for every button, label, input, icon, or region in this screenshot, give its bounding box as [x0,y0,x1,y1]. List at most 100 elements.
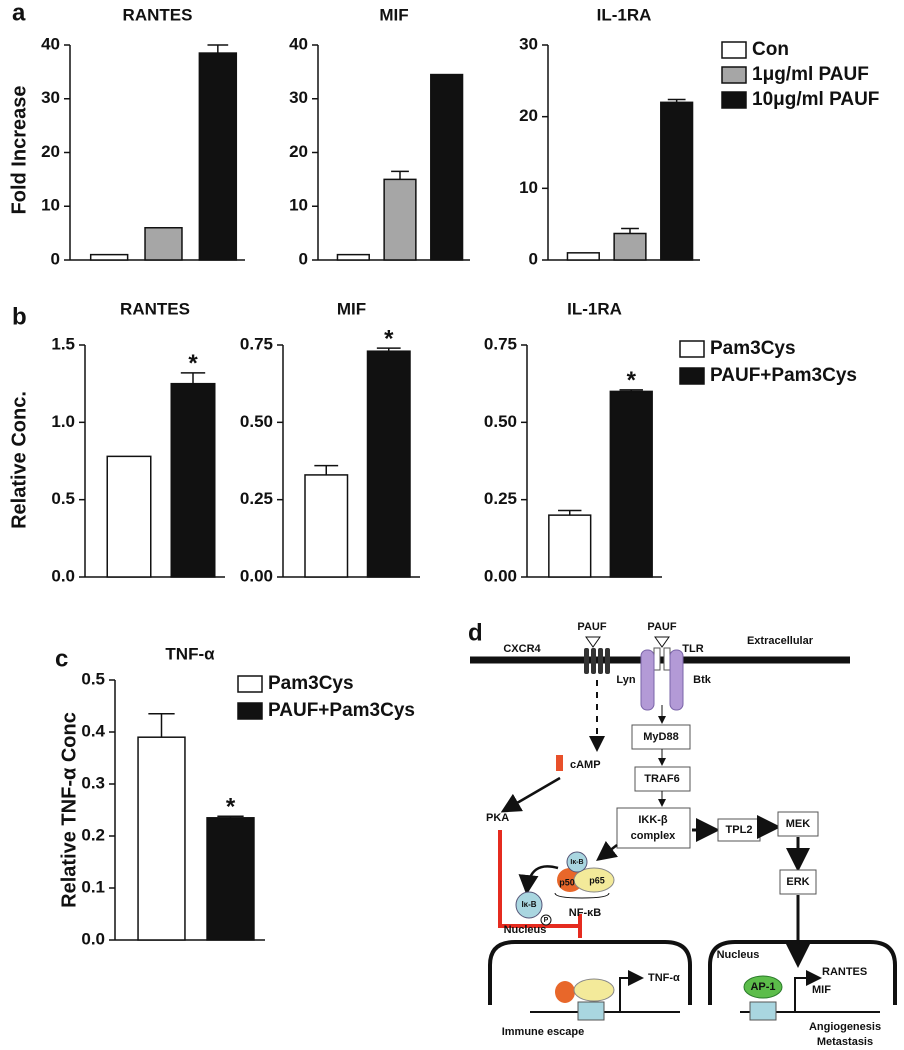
label: P [544,917,549,924]
label: complex [631,830,677,842]
y-tick-label: 40 [289,34,308,53]
legend-swatch [237,702,263,720]
panel-label: c [55,645,68,672]
label: PKA [486,812,509,824]
y-tick-label: 20 [41,142,60,161]
camp-icon [556,755,563,771]
tlr-receptor [653,647,661,671]
promoter [577,1001,605,1021]
label: TLR [682,643,703,655]
y-tick-label: 20 [519,106,538,125]
label: MEK [786,818,811,830]
y-tick-label: 1.0 [51,412,75,431]
ap1 [743,975,783,999]
panel-label: a [12,0,26,26]
y-tick-label: 40 [41,34,60,53]
y-axis-label: Relative Conc. [8,391,30,529]
label: Btk [693,674,712,686]
y-tick-label: 0.00 [240,566,273,585]
legend-swatch [679,367,705,385]
btk [669,649,684,711]
chart-title: IL-1RA [567,299,622,318]
legend-swatch [721,66,747,84]
annotation: * [226,794,236,821]
arrow [596,840,618,862]
bar [206,817,255,941]
arrow [794,970,822,1012]
label: PAUF [647,621,676,633]
bar [89,253,129,261]
label: Immune escape [502,1026,585,1038]
panel-label: d [468,619,483,646]
inhibition [498,830,578,928]
y-tick-label: 30 [519,34,538,53]
chart-title: RANTES [123,5,193,24]
y-tick-label: 0.25 [484,489,517,508]
legend-label: Con [752,39,789,60]
label: p65 [589,875,605,885]
bar [366,350,411,578]
y-axis-label: Fold Increase [8,86,30,215]
label: MyD88 [643,731,678,743]
label: IKK-β [638,814,668,826]
cxcr4-receptor [584,648,610,674]
label: Iκ-B [570,859,583,866]
y-tick-label: 30 [41,88,60,107]
chart-title: MIF [337,299,366,318]
label: PAUF [577,621,606,633]
y-tick-label: 10 [519,178,538,197]
y-tick-label: 0.4 [81,721,105,740]
bar [609,390,653,578]
y-tick-label: 0.0 [51,566,75,585]
label: Angiogenesis [809,1021,881,1033]
p65 [573,978,615,1002]
phospho [540,914,552,926]
bar [144,227,183,261]
pathway-diagram: d CXCR4 PAUF PAUF TLR Extracellular Lyn … [468,619,897,1048]
legend-swatch [721,91,747,109]
label: Nucleus [717,949,760,961]
bar [383,178,417,261]
chart-title: MIF [379,5,408,24]
nucleus [488,940,692,1005]
arrow [500,776,561,813]
ligand [654,636,670,648]
arrow [518,865,559,895]
annotation: * [384,325,394,352]
error-bar [217,815,244,818]
label: p50 [559,877,575,887]
legend-label: Pam3Cys [710,338,796,359]
label: Extracellular [747,635,814,647]
y-tick-label: 0.50 [484,412,517,431]
ikb [566,851,588,873]
error-bar [619,389,643,392]
legend-swatch [237,675,263,693]
y-tick-label: 0.00 [484,566,517,585]
bar [304,474,349,578]
y-tick-label: 0 [529,249,538,268]
promoter [749,1001,777,1021]
bar [170,382,216,578]
label: NF-κB [569,907,601,919]
bar [106,455,152,578]
ligand [585,636,601,648]
y-tick-label: 0 [51,249,60,268]
y-tick-label: 0.3 [81,773,105,792]
y-tick-label: 0.75 [484,334,517,353]
label: TNF-α [648,972,680,984]
error-bar [667,98,686,103]
label: Nucleus [504,924,547,936]
label: RANTES [822,966,867,978]
error-bar [621,227,639,234]
bar [137,736,186,941]
error-bar [207,44,229,54]
label: Iκ-B [521,900,536,909]
tlr-receptor [663,647,671,671]
legend-label: PAUF+Pam3Cys [710,365,857,386]
y-tick-label: 0.5 [51,489,75,508]
label: cAMP [570,759,601,771]
y-tick-label: 0.1 [81,877,105,896]
label: ERK [786,876,809,888]
chart-title: IL-1RA [597,5,652,24]
